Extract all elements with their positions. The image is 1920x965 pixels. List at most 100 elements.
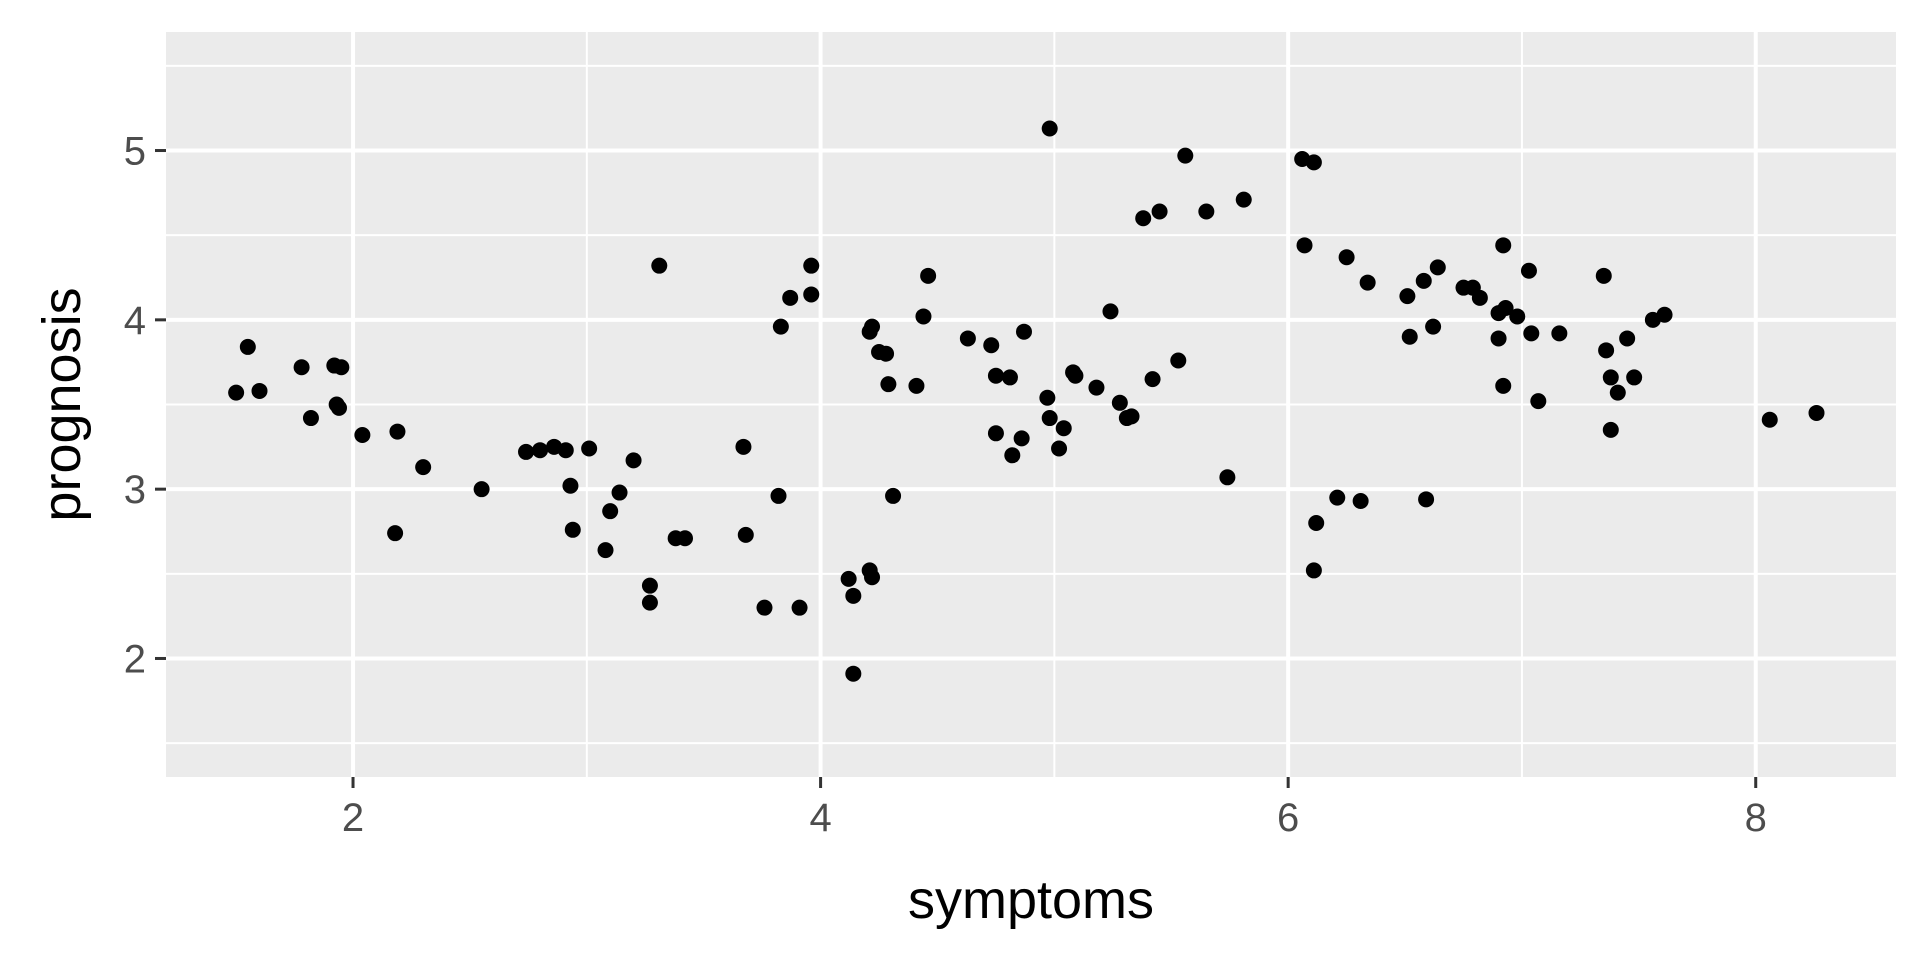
data-point <box>1595 267 1612 284</box>
data-point <box>1551 325 1568 342</box>
data-point <box>1359 274 1376 291</box>
data-point <box>735 438 752 455</box>
data-point <box>557 442 574 459</box>
data-point <box>251 382 268 399</box>
data-point <box>389 423 406 440</box>
data-point <box>1530 393 1547 410</box>
data-point <box>920 267 937 284</box>
data-point <box>331 399 347 416</box>
data-point <box>1123 408 1140 425</box>
data-point <box>880 376 897 393</box>
data-point <box>562 477 579 494</box>
data-point <box>1055 420 1072 437</box>
data-point <box>1761 411 1778 428</box>
data-point <box>840 570 857 587</box>
data-point <box>1135 210 1152 227</box>
data-point <box>1219 469 1236 486</box>
data-point <box>1429 259 1446 276</box>
data-point <box>1198 203 1215 220</box>
data-point <box>915 308 932 325</box>
data-point <box>333 359 350 376</box>
x-tick-label: 4 <box>809 796 831 840</box>
data-point <box>1067 367 1084 384</box>
minor-gridlines <box>166 32 1896 777</box>
data-point <box>1151 203 1168 220</box>
data-point <box>1401 328 1418 345</box>
data-point <box>782 289 799 306</box>
data-point <box>770 487 787 504</box>
data-point <box>1598 342 1615 359</box>
data-point <box>581 440 598 457</box>
data-point <box>864 318 881 335</box>
data-point <box>845 665 862 682</box>
data-point <box>1415 272 1432 289</box>
data-point <box>864 569 881 586</box>
data-point <box>737 526 754 543</box>
data-point <box>1305 562 1322 579</box>
x-axis-title: symptoms <box>908 870 1154 930</box>
data-point <box>1495 237 1512 254</box>
data-point <box>473 481 490 498</box>
data-point <box>1004 447 1021 464</box>
data-point <box>1039 389 1056 406</box>
data-point <box>959 330 976 347</box>
data-point <box>987 425 1004 442</box>
data-point <box>983 337 1000 354</box>
data-point <box>1235 191 1252 208</box>
data-point <box>518 443 535 460</box>
x-tick-label: 8 <box>1745 796 1767 840</box>
data-point <box>756 599 773 616</box>
data-point <box>1609 384 1626 401</box>
data-point <box>677 530 693 547</box>
data-point <box>387 525 404 542</box>
data-point <box>1041 410 1058 427</box>
y-tick-label: 3 <box>124 468 146 512</box>
data-point <box>987 367 1004 384</box>
data-point <box>302 410 319 427</box>
x-tick-label: 2 <box>342 796 364 840</box>
data-point <box>1338 249 1355 266</box>
data-point <box>1177 147 1194 164</box>
data-point <box>641 577 658 594</box>
data-point <box>1296 237 1313 254</box>
data-point <box>651 257 668 274</box>
data-point <box>772 318 789 335</box>
data-point <box>1602 369 1619 386</box>
data-point <box>803 257 820 274</box>
data-point <box>1399 288 1416 305</box>
data-point <box>1352 493 1369 510</box>
data-point <box>1520 262 1537 279</box>
data-point <box>1102 303 1119 320</box>
data-point <box>1626 369 1643 386</box>
data-point <box>1425 318 1442 335</box>
y-tick-label: 2 <box>124 637 146 681</box>
data-point <box>1808 404 1825 421</box>
data-point <box>1144 371 1161 388</box>
data-point <box>1523 325 1540 342</box>
data-point <box>415 459 432 476</box>
data-points <box>228 120 1825 682</box>
data-point <box>228 384 245 401</box>
major-gridlines <box>166 32 1896 777</box>
data-point <box>1329 489 1346 506</box>
data-point <box>1305 154 1322 171</box>
data-point <box>1001 369 1018 386</box>
data-point <box>1308 515 1325 532</box>
data-point <box>1656 306 1673 323</box>
data-point <box>1509 308 1526 325</box>
data-point <box>1041 120 1058 137</box>
data-point <box>1015 323 1032 340</box>
data-point <box>641 594 658 611</box>
data-point <box>597 542 614 559</box>
data-point <box>885 487 902 504</box>
data-point <box>1013 430 1030 447</box>
y-axis-title: prognosis <box>32 287 92 521</box>
data-point <box>791 599 808 616</box>
data-point <box>1490 330 1507 347</box>
data-point <box>1111 394 1128 411</box>
y-tick-label: 5 <box>124 130 146 174</box>
data-point <box>564 521 581 538</box>
data-point <box>354 426 371 443</box>
